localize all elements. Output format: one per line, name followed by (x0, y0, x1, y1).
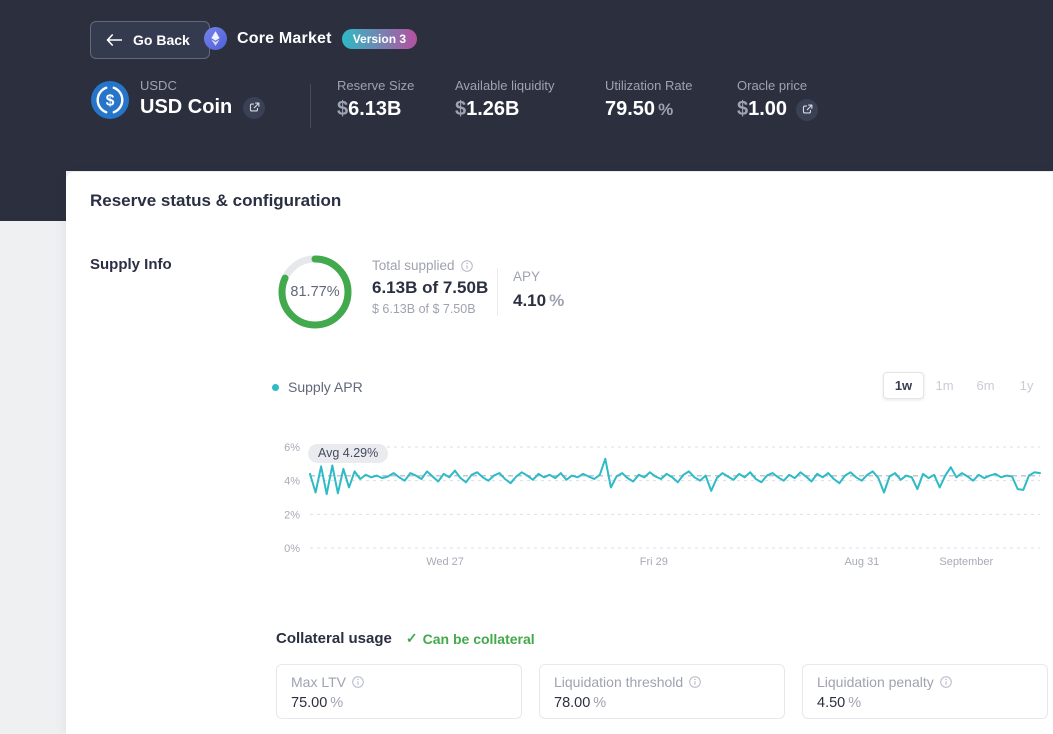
market-name: Core Market (237, 30, 332, 48)
stat-value: 1.26B (466, 98, 519, 121)
svg-text:2%: 2% (284, 509, 300, 521)
stat-utilization-rate: Utilization Rate 79.50% (605, 78, 692, 121)
go-back-button[interactable]: Go Back (90, 21, 210, 59)
stat-label: Reserve Size (337, 78, 414, 93)
svg-text:0%: 0% (284, 543, 300, 555)
timeframe-selector: 1w 1m 6m 1y (883, 372, 1047, 399)
version-badge: Version 3 (342, 29, 417, 49)
legend-label: Supply APR (288, 379, 363, 395)
reserve-config-card: Reserve status & configuration Supply In… (66, 172, 1053, 734)
stat-value: 6.13B (348, 98, 401, 121)
stat-value: 1.00 (748, 98, 787, 121)
collateral-status-badge: ✓ Can be collateral (406, 630, 535, 647)
supply-info-label: Supply Info (90, 256, 172, 273)
info-icon[interactable] (689, 676, 701, 688)
total-supplied-block: Total supplied 6.13B of 7.50B $ 6.13B of… (372, 258, 488, 316)
supply-apr-chart: Avg 4.29% 0% 2% 4% 6% Wed 27 Fri 29 Aug 31 Sept… (270, 438, 1050, 578)
timeframe-1y-button[interactable]: 1y (1006, 372, 1047, 399)
svg-text:$: $ (106, 93, 115, 110)
header-divider (310, 84, 311, 128)
section-title: Reserve status & configuration (90, 191, 341, 211)
check-icon: ✓ (406, 630, 418, 647)
liquidation-threshold-box: Liquidation threshold 78.00% (539, 664, 785, 719)
stat-label: Available liquidity (455, 78, 555, 93)
collateral-usage-title: Collateral usage (276, 630, 392, 647)
arrow-left-icon (106, 34, 122, 46)
ethereum-icon (204, 27, 227, 50)
supply-divider (497, 268, 498, 316)
apr-line-chart-svg: 0% 2% 4% 6% Wed 27 Fri 29 Aug 31 September (270, 438, 1050, 578)
external-link-icon (249, 102, 260, 113)
dark-left-strip (0, 171, 66, 221)
info-icon[interactable] (940, 676, 952, 688)
max-ltv-box: Max LTV 75.00% (276, 664, 522, 719)
oracle-external-link-button[interactable] (796, 99, 818, 121)
stat-label: Utilization Rate (605, 78, 692, 93)
market-selector[interactable]: Core Market Version 3 (204, 27, 417, 50)
stat-value: 79.50 (605, 98, 655, 121)
chart-legend: Supply APR (272, 379, 363, 395)
asset-symbol: USDC (140, 78, 177, 93)
stat-reserve-size: Reserve Size $6.13B (337, 78, 414, 121)
supply-donut-chart: 81.77% (276, 253, 354, 331)
svg-text:September: September (939, 556, 993, 568)
timeframe-1m-button[interactable]: 1m (924, 372, 965, 399)
go-back-label: Go Back (133, 32, 190, 48)
svg-text:6%: 6% (284, 442, 300, 454)
stat-available-liquidity: Available liquidity $1.26B (455, 78, 555, 121)
total-supplied-label: Total supplied (372, 258, 455, 273)
apy-label: APY (513, 269, 540, 284)
total-supplied-usd: $ 6.13B of $ 7.50B (372, 302, 488, 316)
svg-text:4%: 4% (284, 476, 300, 488)
collateral-usage-header: Collateral usage ✓ Can be collateral (276, 630, 535, 647)
external-link-icon (802, 104, 813, 115)
stat-oracle-price: Oracle price $1.00 (737, 78, 818, 121)
timeframe-1w-button[interactable]: 1w (883, 372, 924, 399)
legend-dot-icon (272, 384, 279, 391)
average-annotation: Avg 4.29% (308, 444, 388, 463)
apy-value: 4.10 (513, 291, 546, 310)
stat-label: Oracle price (737, 78, 818, 93)
info-icon[interactable] (461, 260, 473, 272)
svg-text:Fri 29: Fri 29 (640, 556, 668, 568)
svg-text:Aug 31: Aug 31 (844, 556, 879, 568)
usdc-coin-icon: $ (91, 81, 129, 119)
donut-percent-label: 81.77% (276, 253, 354, 331)
apy-block: APY 4.10% (513, 269, 564, 311)
asset-name: USD Coin (140, 96, 232, 119)
info-icon[interactable] (352, 676, 364, 688)
total-supplied-value: 6.13B of 7.50B (372, 278, 488, 298)
page-header: Go Back Core Market Version 3 $ USDC USD… (0, 0, 1053, 171)
svg-text:Wed 27: Wed 27 (426, 556, 464, 568)
timeframe-6m-button[interactable]: 6m (965, 372, 1006, 399)
liquidation-penalty-box: Liquidation penalty 4.50% (802, 664, 1048, 719)
asset-external-link-button[interactable] (243, 97, 265, 119)
